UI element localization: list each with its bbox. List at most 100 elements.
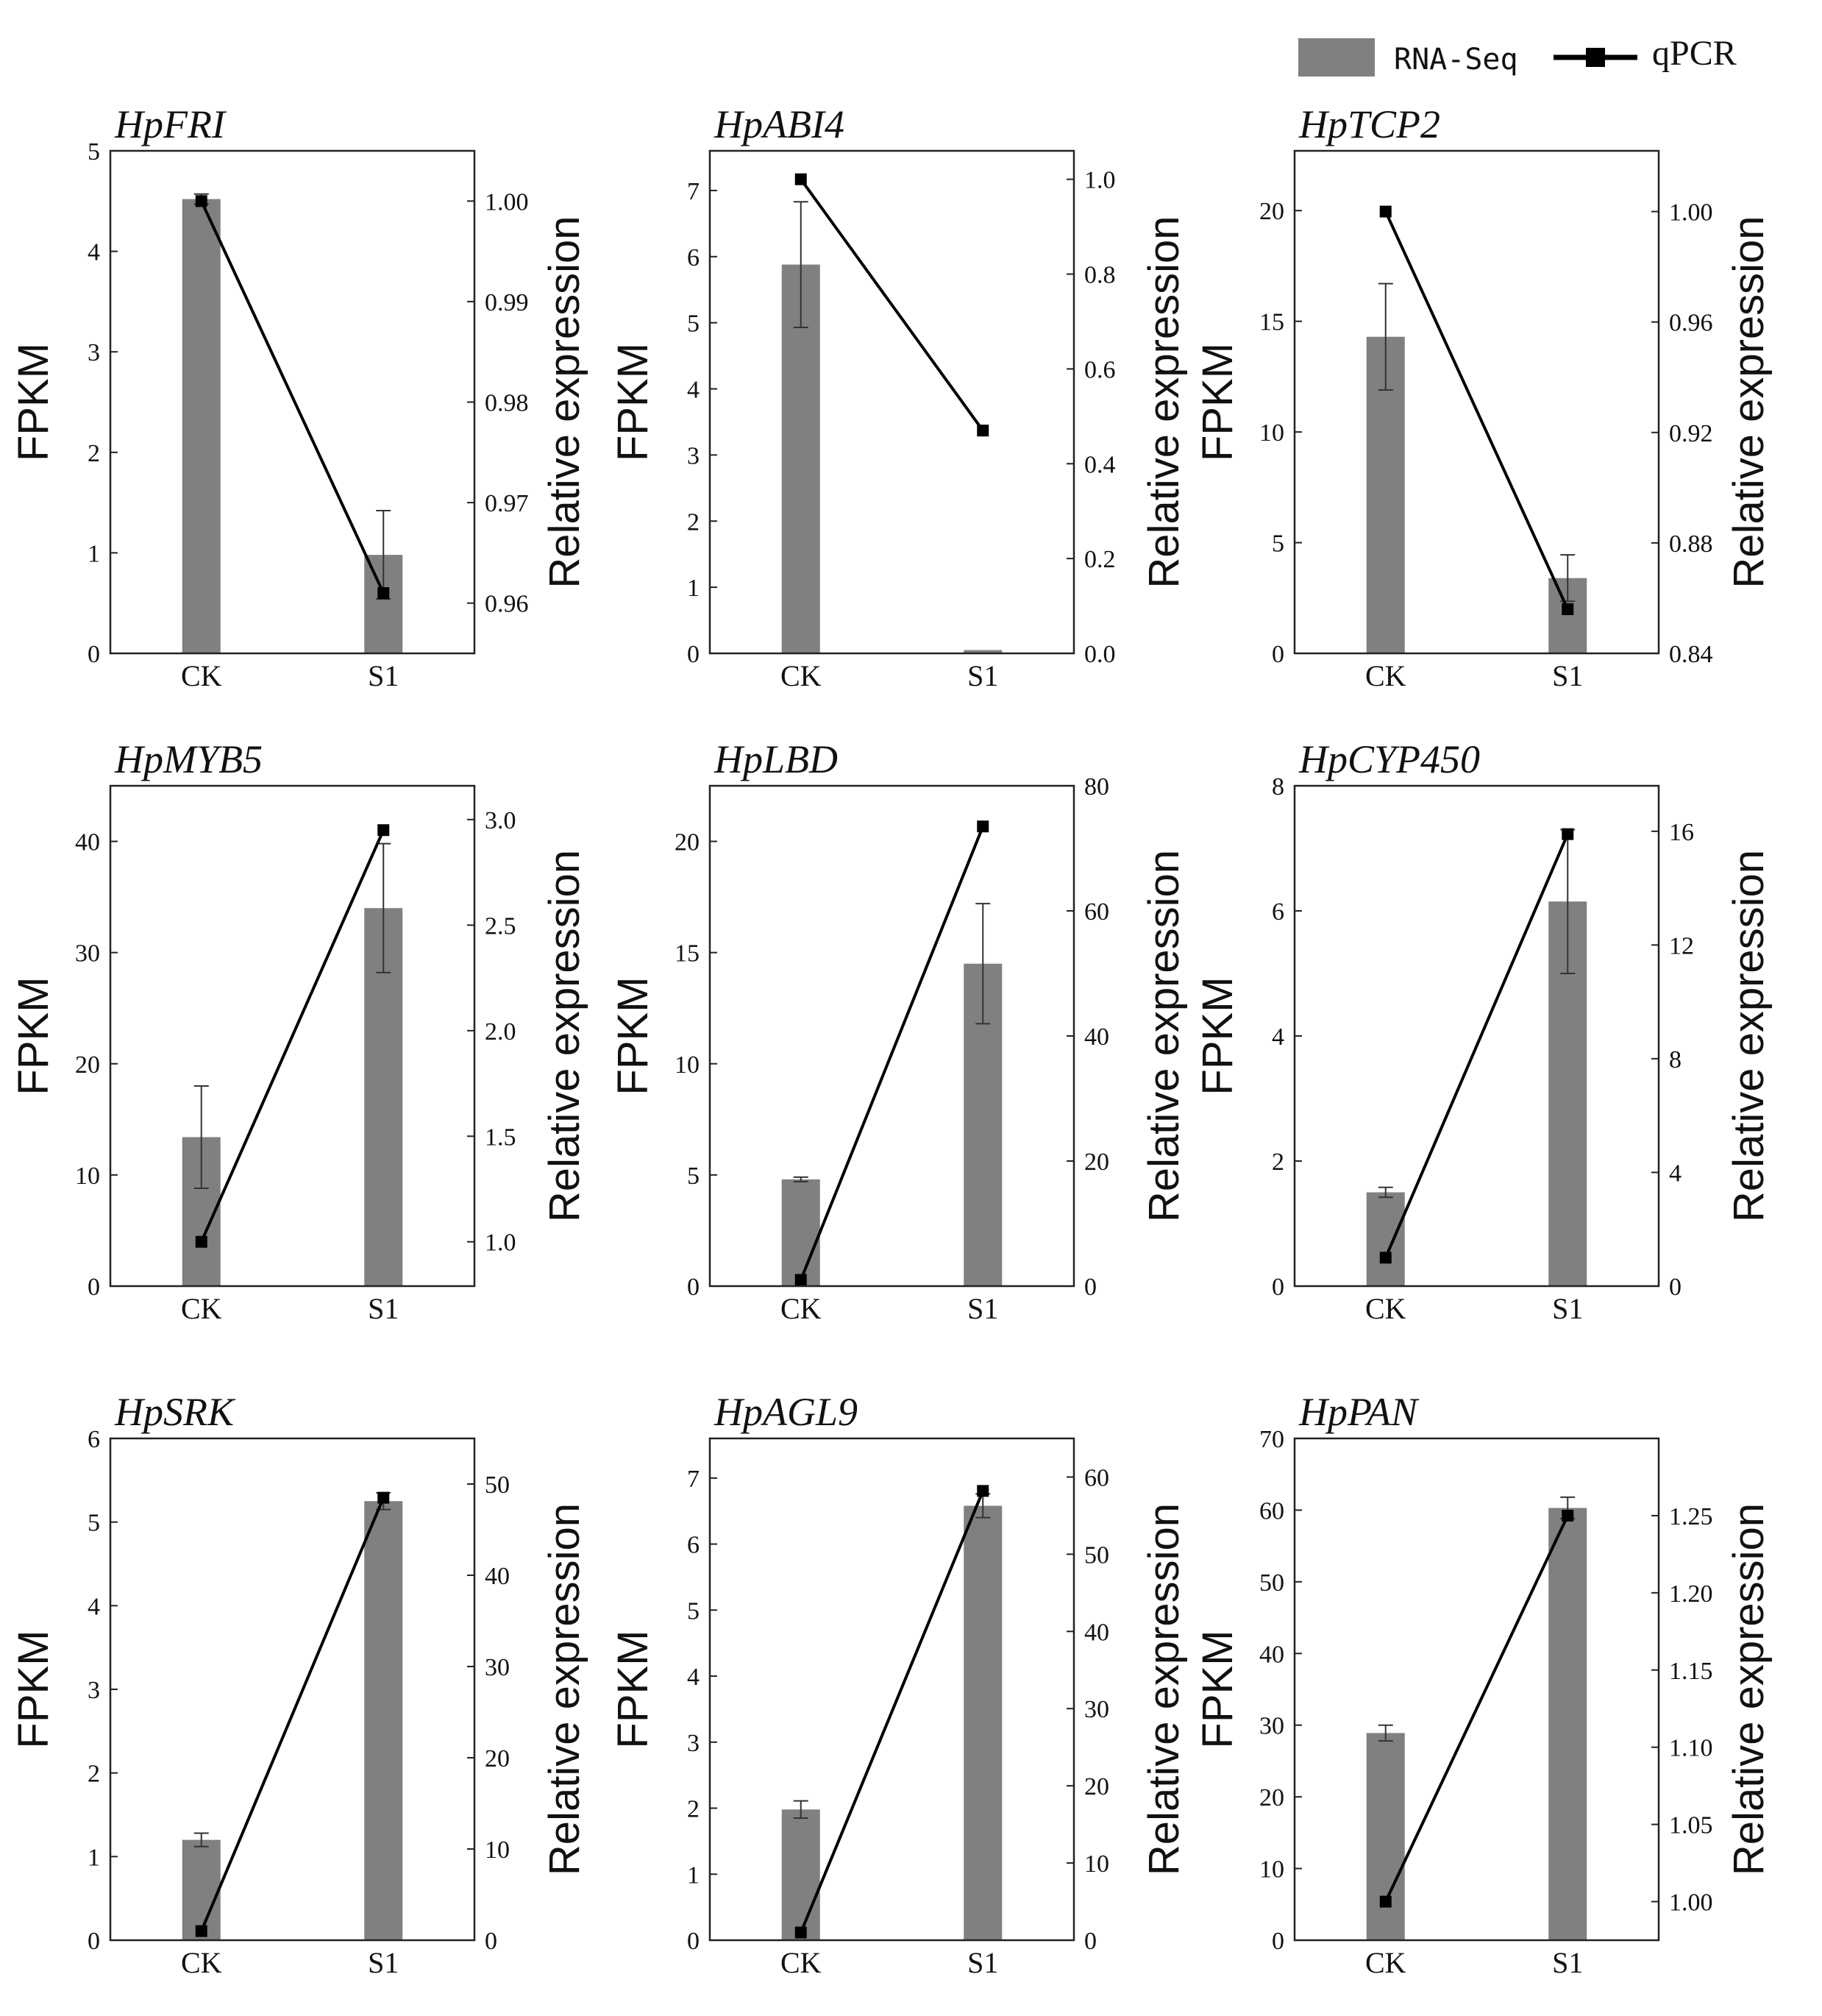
right-tick-label: 0.6 (1084, 356, 1116, 383)
left-axis-title: FPKM (1194, 1630, 1242, 1748)
plot-frame (109, 784, 476, 1288)
qpcr-marker-s1 (377, 1491, 390, 1504)
panel-title: HpSRK (114, 1390, 236, 1434)
right-axis-title: Relative expression (1140, 850, 1188, 1222)
left-axis-title: FPKM (609, 343, 657, 461)
panel-hppan: 0 10 20 30 40 50 60 70 1.00 1.05 1.10 1.15 1.20 1.25 C… (1194, 1390, 1773, 1979)
category-label-s1: S1 (368, 659, 399, 692)
left-axis-title: FPKM (10, 976, 57, 1095)
bar-ck (182, 199, 221, 653)
panel-hptcp2: 0 5 10 15 20 0.84 0.88 0.92 0.96 1.00 CK S1 HpTCP2 FP… (1194, 102, 1773, 692)
plot-frame (708, 149, 1075, 655)
right-tick-label: 0.96 (1669, 310, 1713, 337)
right-tick-label: 2.0 (485, 1018, 516, 1046)
left-tick-label: 60 (1259, 1497, 1284, 1525)
right-tick-label: 0.99 (485, 289, 529, 316)
qpcr-marker-s1 (1562, 603, 1574, 615)
panel-hpfri: 0 1 2 3 4 5 0.96 0.97 0.98 0.99 1.00 CK S1 HpFRI FPKM R… (10, 102, 588, 692)
category-label-s1: S1 (368, 1946, 399, 1979)
left-tick-label: 0 (687, 1274, 700, 1301)
right-tick-label: 4 (1669, 1160, 1682, 1187)
panel-title: HpAGL9 (714, 1390, 858, 1434)
left-tick-label: 2 (88, 440, 100, 467)
right-tick-label: 50 (1084, 1541, 1109, 1569)
qpcr-line (800, 178, 984, 432)
panel-title: HpABI4 (714, 102, 844, 146)
right-axis-title: Relative expression (541, 1503, 588, 1875)
right-tick-label: 30 (485, 1654, 510, 1681)
left-tick-label: 15 (675, 940, 700, 968)
left-tick-label: 10 (1259, 419, 1284, 447)
left-tick-label: 20 (75, 1051, 100, 1079)
category-label-ck: CK (181, 1292, 222, 1325)
panel-hplbd: 0 5 10 15 20 0 20 40 60 80 CK S1 HpLBD FPKM Relative e… (609, 737, 1188, 1325)
left-tick-label: 4 (88, 1593, 100, 1620)
left-tick-label: 1 (687, 575, 700, 602)
left-axis-title: FPKM (609, 1630, 657, 1748)
left-tick-label: 5 (1272, 530, 1284, 558)
right-tick-label: 1.5 (485, 1124, 516, 1151)
left-tick-label: 20 (1259, 198, 1284, 225)
left-tick-label: 1 (687, 1861, 700, 1889)
right-tick-label: 40 (1084, 1619, 1109, 1646)
qpcr-marker-s1 (977, 1485, 989, 1497)
bar-ck (781, 1809, 820, 1940)
category-label-s1: S1 (967, 1292, 998, 1325)
left-tick-label: 20 (1259, 1784, 1284, 1811)
qpcr-marker-ck (195, 1235, 207, 1248)
category-label-ck: CK (1365, 659, 1406, 692)
qpcr-line (199, 829, 385, 1243)
left-tick-label: 3 (687, 442, 700, 469)
category-label-s1: S1 (1552, 1292, 1583, 1325)
category-label-ck: CK (1365, 1946, 1406, 1979)
left-tick-label: 5 (88, 1510, 100, 1537)
qpcr-marker-ck (1379, 1895, 1392, 1908)
qpcr-marker-s1 (377, 824, 390, 837)
right-axis-title: Relative expression (1725, 216, 1773, 588)
qpcr-marker-s1 (977, 425, 989, 437)
left-tick-label: 10 (675, 1051, 700, 1079)
left-tick-label: 4 (687, 1664, 700, 1691)
left-tick-label: 40 (75, 829, 100, 856)
left-tick-label: 4 (88, 239, 100, 266)
right-tick-label: 40 (485, 1563, 510, 1590)
qpcr-line (199, 200, 385, 594)
right-axis-title: Relative expression (1725, 1503, 1773, 1875)
right-tick-label: 1.00 (1669, 199, 1713, 227)
plot-frame (1293, 1437, 1660, 1942)
right-tick-label: 1.05 (1669, 1812, 1713, 1839)
right-tick-label: 1.20 (1669, 1580, 1713, 1608)
right-tick-label: 0.88 (1669, 530, 1713, 558)
bar-s1 (964, 650, 1003, 653)
right-tick-label: 1.15 (1669, 1658, 1713, 1685)
panel-hpabi4: 0 1 2 3 4 5 6 7 0.0 0.2 0.4 0.6 0.8 1.0 CK S1 HpABI4 FPKM… (609, 102, 1188, 692)
right-tick-label: 0.8 (1084, 262, 1116, 289)
right-axis-title: Relative expression (1725, 850, 1773, 1222)
qpcr-marker-ck (195, 195, 207, 207)
category-label-ck: CK (780, 659, 822, 692)
right-tick-label: 0 (1669, 1274, 1682, 1301)
right-tick-label: 0 (485, 1928, 497, 1955)
qpcr-marker-ck (1379, 205, 1392, 218)
left-tick-label: 6 (687, 244, 700, 271)
bar-ck (781, 264, 820, 653)
left-tick-label: 20 (675, 829, 700, 856)
left-tick-label: 5 (687, 1163, 700, 1190)
panel-title: HpLBD (714, 737, 838, 781)
qpcr-marker-s1 (1562, 828, 1574, 840)
right-tick-label: 30 (1084, 1696, 1109, 1723)
right-tick-label: 80 (1084, 773, 1109, 801)
left-tick-label: 1 (88, 1844, 100, 1871)
left-tick-label: 7 (687, 178, 700, 205)
legend-line-marker (1586, 48, 1605, 67)
bar-s1 (364, 1501, 403, 1940)
right-tick-label: 0.4 (1084, 451, 1116, 478)
right-tick-label: 0.98 (485, 390, 529, 417)
left-tick-label: 5 (687, 310, 700, 338)
left-tick-label: 1 (88, 540, 100, 567)
right-tick-label: 1.25 (1669, 1503, 1713, 1530)
left-tick-label: 15 (1259, 309, 1284, 336)
right-tick-label: 0.0 (1084, 641, 1116, 668)
bar-s1 (964, 1505, 1003, 1940)
category-label-s1: S1 (368, 1292, 399, 1325)
